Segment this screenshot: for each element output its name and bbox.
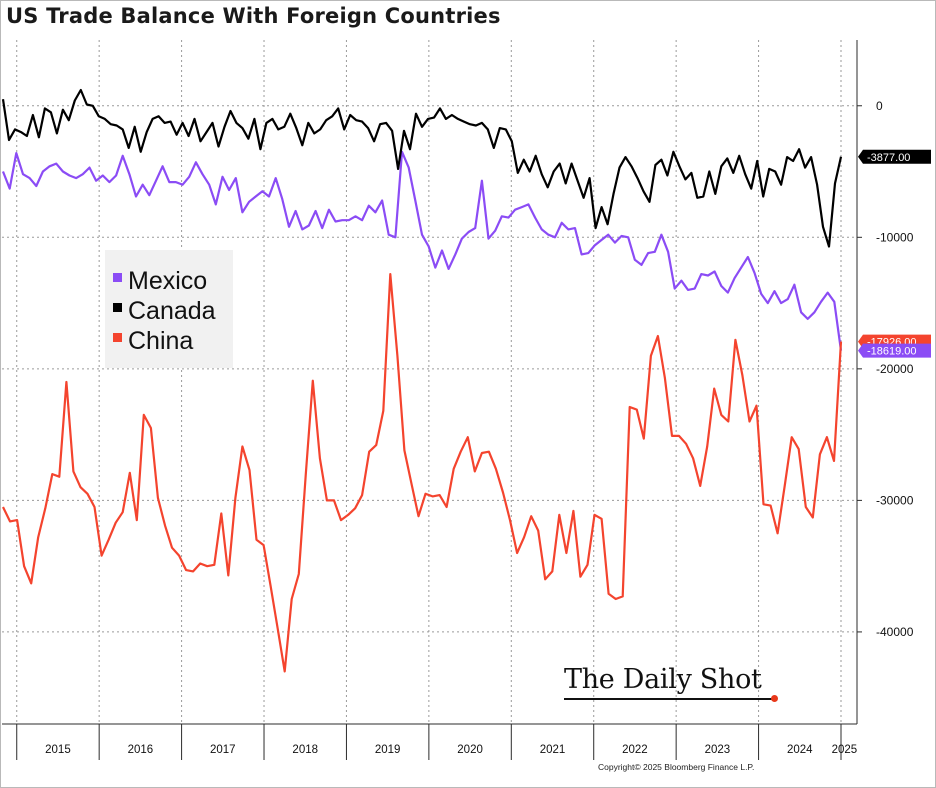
x-tick-label: 2016 <box>128 744 154 756</box>
legend-swatch-china <box>113 333 122 342</box>
x-tick-label: 2025 <box>832 744 858 756</box>
axes: 0 -10000 -20000 -30000 -40000 2015 2016 2017 201… <box>2 40 914 760</box>
legend-label-mexico: Mexico <box>128 267 207 295</box>
legend-swatch-mexico <box>113 273 122 282</box>
brand-logo: The Daily Shot <box>564 664 762 695</box>
legend-swatch-canada <box>113 303 122 312</box>
copyright-note: Copyright© 2025 Bloomberg Finance L.P. <box>598 762 755 772</box>
series-line-china <box>2 273 843 673</box>
legend-label-china: China <box>128 327 193 355</box>
y-tick-label: -10000 <box>876 230 914 244</box>
x-tick-label: 2022 <box>622 744 648 756</box>
brand-name: The Daily Shot <box>564 664 762 695</box>
last-value-label-mexico: -18619.00 <box>867 346 917 358</box>
series-line-mexico <box>1 150 843 351</box>
legend-box <box>105 250 233 368</box>
x-tick-label: 2019 <box>375 744 401 756</box>
grid <box>2 40 857 724</box>
x-tick-label: 2018 <box>292 744 318 756</box>
last-value-tag-mexico <box>858 343 931 358</box>
last-value-tags: -17926.00-18619.00-3877.00 <box>858 149 931 358</box>
last-value-label-canada: -3877.00 <box>867 152 910 164</box>
series-line-canada <box>1 88 843 248</box>
legend-label-canada: Canada <box>128 297 216 325</box>
series <box>1 88 843 673</box>
x-tick-label: 2017 <box>210 744 236 756</box>
y-tick-label: -30000 <box>876 493 914 507</box>
last-value-tag-canada <box>858 149 931 164</box>
y-tick-label: -20000 <box>876 362 914 376</box>
brand-dot-icon <box>771 695 778 702</box>
x-tick-label: 2021 <box>540 744 566 756</box>
x-tick-label: 2023 <box>705 744 731 756</box>
x-tick-label: 2015 <box>45 744 71 756</box>
chart-title: US Trade Balance With Foreign Countries <box>6 4 501 28</box>
x-tick-label: 2020 <box>457 744 483 756</box>
brand-underline <box>564 698 776 700</box>
y-tick-label: 0 <box>876 99 883 113</box>
x-tick-label: 2024 <box>787 744 813 756</box>
y-tick-label: -40000 <box>876 625 914 639</box>
